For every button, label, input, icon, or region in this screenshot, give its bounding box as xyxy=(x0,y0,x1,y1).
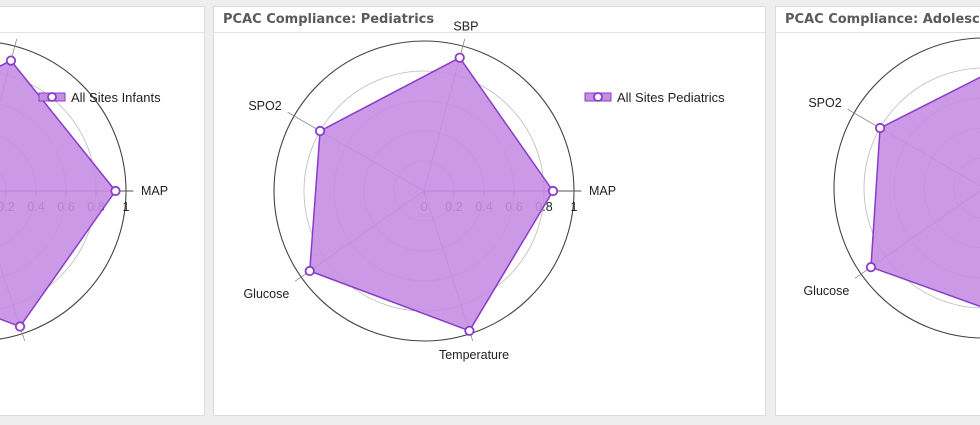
legend-label: All Sites Pediatrics xyxy=(617,90,725,105)
legend-marker xyxy=(593,92,603,102)
chart-panel-adolescents: PCAC Compliance: Adolescents 00.20.40.60… xyxy=(775,6,980,416)
data-point-glucose xyxy=(304,265,315,277)
axis-label-map: MAP xyxy=(141,184,168,198)
radar-chart-adolescents: 00.20.40.60.81SPO2Glucose xyxy=(803,37,980,339)
data-point-sbp xyxy=(5,55,17,66)
legend-marker xyxy=(47,92,57,102)
radial-tick-label: 1 xyxy=(571,200,578,214)
data-point-spo2 xyxy=(314,125,326,137)
outer-ring xyxy=(833,37,980,339)
axis-label-spo2: SPO2 xyxy=(808,96,841,110)
series-area xyxy=(870,76,980,308)
axis-label-glucose: Glucose xyxy=(803,284,849,298)
panel-title: PCAC Compliance: Pediatrics xyxy=(214,7,765,33)
axis-label-temperature: Temperature xyxy=(439,348,509,362)
series-area xyxy=(308,56,554,332)
panel-title xyxy=(0,7,204,33)
chart-panel-pediatrics: PCAC Compliance: Pediatrics 00.20.40.60.… xyxy=(213,6,766,416)
legend-label: All Sites Infants xyxy=(71,90,161,105)
radial-tick-label: 1 xyxy=(123,200,130,214)
data-point-sbp xyxy=(454,52,465,63)
data-point-glucose xyxy=(865,262,877,273)
data-point-map xyxy=(547,185,559,197)
series-area xyxy=(0,59,117,328)
data-point-spo2 xyxy=(874,122,886,134)
data-point-map xyxy=(110,185,121,197)
data-point-temperature xyxy=(464,325,475,336)
grid-ring xyxy=(863,67,980,309)
panel-title: PCAC Compliance: Adolescents xyxy=(776,7,980,33)
radar-chart-pediatrics: 00.20.40.60.81All Sites PediatricsMAPSBP… xyxy=(243,20,725,363)
axis-label-glucose: Glucose xyxy=(243,287,289,301)
axis-label-spo2: SPO2 xyxy=(248,99,281,113)
axis-label-sbp: SBP xyxy=(453,20,478,34)
data-point-temperature xyxy=(14,321,26,332)
axis-label-map: MAP xyxy=(589,184,616,198)
